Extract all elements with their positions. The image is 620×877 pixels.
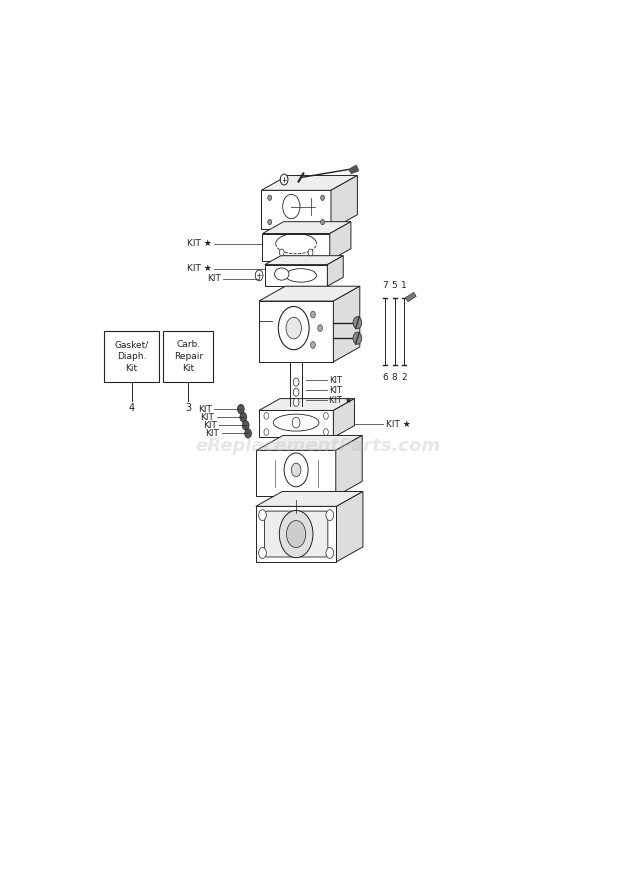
Text: 3: 3 xyxy=(185,403,192,413)
Polygon shape xyxy=(334,398,355,438)
Text: 1: 1 xyxy=(401,281,407,289)
Polygon shape xyxy=(259,398,355,410)
Circle shape xyxy=(321,195,324,201)
Circle shape xyxy=(292,417,300,428)
Circle shape xyxy=(326,547,334,559)
Polygon shape xyxy=(257,450,336,496)
Polygon shape xyxy=(265,265,327,286)
Polygon shape xyxy=(334,286,360,362)
Text: KIT ★: KIT ★ xyxy=(329,396,352,405)
Circle shape xyxy=(293,378,299,386)
Polygon shape xyxy=(256,506,337,562)
Text: KIT: KIT xyxy=(203,421,217,430)
Text: 8: 8 xyxy=(392,374,397,382)
Circle shape xyxy=(308,249,313,256)
Text: KIT ★: KIT ★ xyxy=(187,264,212,273)
Text: KIT: KIT xyxy=(289,517,303,527)
Polygon shape xyxy=(262,222,351,233)
Polygon shape xyxy=(261,175,357,190)
Circle shape xyxy=(245,429,252,438)
Polygon shape xyxy=(327,256,343,286)
Polygon shape xyxy=(259,410,334,438)
Circle shape xyxy=(268,219,272,225)
Text: 5: 5 xyxy=(392,281,397,289)
Text: 6: 6 xyxy=(382,374,388,382)
Circle shape xyxy=(259,510,267,521)
Circle shape xyxy=(293,398,299,406)
Text: Gasket/
Diaph.
Kit: Gasket/ Diaph. Kit xyxy=(115,340,149,373)
FancyBboxPatch shape xyxy=(264,511,328,557)
Polygon shape xyxy=(259,301,334,362)
Polygon shape xyxy=(405,292,416,302)
Text: eReplacementParts.com: eReplacementParts.com xyxy=(195,438,440,455)
Polygon shape xyxy=(330,222,351,260)
Polygon shape xyxy=(261,190,331,230)
Circle shape xyxy=(242,421,249,430)
Polygon shape xyxy=(265,256,343,265)
Polygon shape xyxy=(256,491,363,506)
Circle shape xyxy=(324,429,329,436)
Circle shape xyxy=(268,195,272,201)
Text: KIT: KIT xyxy=(200,413,215,422)
Circle shape xyxy=(286,317,301,339)
Circle shape xyxy=(264,429,268,436)
Circle shape xyxy=(240,412,247,422)
Circle shape xyxy=(326,510,334,521)
Polygon shape xyxy=(259,286,360,301)
Ellipse shape xyxy=(273,414,319,431)
Text: KIT: KIT xyxy=(329,386,342,395)
Circle shape xyxy=(264,412,268,419)
Text: 4: 4 xyxy=(128,403,135,413)
Circle shape xyxy=(280,249,284,256)
Text: Carb.
Repair
Kit: Carb. Repair Kit xyxy=(174,340,203,373)
FancyBboxPatch shape xyxy=(104,332,159,382)
Polygon shape xyxy=(257,436,362,450)
Polygon shape xyxy=(262,233,330,260)
Circle shape xyxy=(291,463,301,477)
Polygon shape xyxy=(331,175,357,230)
Text: KIT: KIT xyxy=(329,375,342,385)
Circle shape xyxy=(311,311,316,318)
Text: 2: 2 xyxy=(401,374,407,382)
Text: KIT ★: KIT ★ xyxy=(386,419,410,429)
FancyBboxPatch shape xyxy=(163,332,213,382)
Circle shape xyxy=(353,332,361,345)
Circle shape xyxy=(324,412,329,419)
Text: 7: 7 xyxy=(382,281,388,289)
Circle shape xyxy=(255,270,263,281)
Circle shape xyxy=(311,341,316,348)
Polygon shape xyxy=(336,436,362,496)
Circle shape xyxy=(293,389,299,396)
Circle shape xyxy=(353,317,361,329)
Circle shape xyxy=(284,453,308,487)
Circle shape xyxy=(318,324,322,332)
Text: KIT: KIT xyxy=(205,429,219,438)
Polygon shape xyxy=(349,166,358,174)
Text: KIT: KIT xyxy=(207,275,221,283)
Polygon shape xyxy=(337,491,363,562)
Ellipse shape xyxy=(275,268,289,280)
Circle shape xyxy=(321,219,324,225)
Circle shape xyxy=(286,521,306,547)
Circle shape xyxy=(259,547,267,559)
Text: KIT ★: KIT ★ xyxy=(187,239,212,248)
Circle shape xyxy=(237,404,244,414)
Ellipse shape xyxy=(285,268,317,282)
Circle shape xyxy=(278,306,309,350)
Circle shape xyxy=(280,175,288,185)
Circle shape xyxy=(279,510,313,558)
Circle shape xyxy=(283,195,300,218)
Text: KIT: KIT xyxy=(198,404,212,414)
